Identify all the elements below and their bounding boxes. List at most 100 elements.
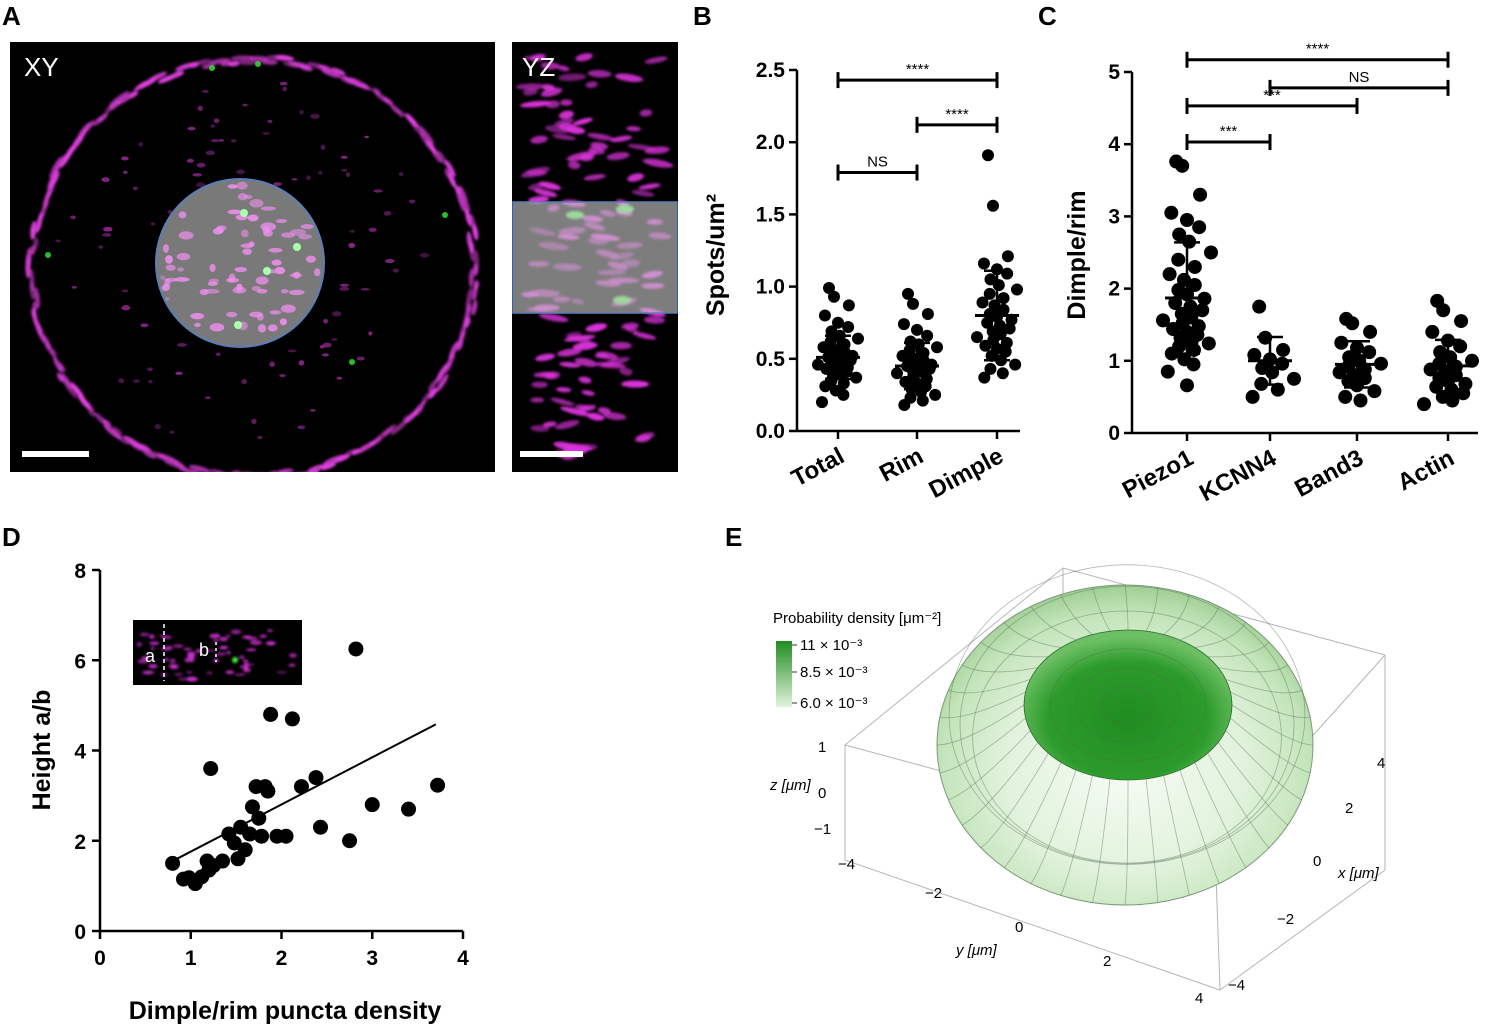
membrane-punctum [53, 155, 66, 175]
inset-streak [183, 647, 192, 651]
data-point [819, 380, 832, 393]
interior-punctum [102, 226, 113, 232]
meridian-line [961, 664, 1039, 673]
category-label: Rim [875, 442, 928, 487]
dimple-punctum [298, 234, 313, 240]
data-point [991, 263, 1003, 276]
colorbar-tick-label: 6.0 × 10⁻³ [800, 695, 868, 712]
dimple-punctum [177, 267, 185, 272]
yz-streak [566, 126, 586, 135]
panel-label-e: E [725, 522, 742, 552]
membrane-punctum [410, 121, 425, 137]
data-point [1164, 346, 1179, 361]
interior-punctum [273, 182, 282, 186]
data-point [1156, 313, 1170, 328]
data-point [1193, 187, 1208, 202]
membrane-punctum [436, 150, 447, 166]
membrane-punctum [129, 91, 139, 99]
membrane-punctum [390, 419, 409, 435]
meridian-line [1003, 762, 1062, 868]
membrane-punctum [103, 424, 122, 440]
colorbar-tick-label: 11 × 10⁻³ [800, 637, 862, 654]
interior-punctum [310, 113, 320, 119]
interior-punctum [55, 239, 61, 243]
data-point [837, 388, 850, 401]
data-point [1172, 227, 1187, 242]
y-tick-label: 0 [1015, 919, 1023, 936]
interior-punctum [409, 199, 416, 204]
yz-streak [533, 188, 558, 197]
membrane-punctum [436, 373, 449, 393]
inset-streak [195, 649, 203, 653]
y-axis-label-c: Dimple/rim [1063, 190, 1091, 319]
membrane-punctum [203, 472, 212, 479]
yz-streak [540, 62, 560, 70]
data-point [430, 777, 446, 793]
membrane-punctum [472, 224, 479, 241]
data-point [1429, 379, 1444, 394]
inset-streak [169, 658, 176, 664]
dimple-punctum [236, 181, 248, 190]
yz-streak [603, 412, 627, 421]
dimple-punctum [178, 231, 194, 240]
inset-streak [186, 654, 196, 659]
data-point [852, 332, 864, 345]
yz-streak [573, 117, 593, 126]
interior-punctum [346, 172, 351, 178]
data-point [996, 367, 1009, 380]
dimple-punctum [293, 271, 301, 279]
data-point [1417, 397, 1431, 412]
data-point [929, 388, 942, 401]
data-point [1001, 250, 1014, 263]
interior-punctum [298, 360, 305, 366]
significance-label: **** [1306, 41, 1330, 58]
dimple-contour [1049, 648, 1207, 762]
membrane-punctum [445, 160, 456, 178]
interior-punctum [340, 155, 348, 159]
interior-punctum [242, 103, 248, 107]
torus-mesh [936, 564, 1314, 906]
inset-streak [163, 645, 174, 650]
data-point [293, 779, 309, 795]
data-point [916, 394, 929, 407]
category-label: Band3 [1290, 444, 1367, 502]
membrane-punctum [431, 147, 442, 163]
meridian-line [1030, 606, 1077, 641]
data-point [911, 323, 923, 336]
dimple-punctum [240, 229, 249, 238]
interior-punctum [213, 118, 220, 124]
membrane-punctum [447, 172, 457, 188]
meridian-line [1124, 584, 1129, 631]
yz-streak [567, 161, 581, 170]
yz-streak [557, 73, 587, 81]
data-point [1353, 393, 1368, 408]
data-point [921, 329, 934, 342]
membrane-punctum [469, 244, 475, 262]
yz-streak [595, 361, 626, 369]
y-tick-label: 2 [74, 831, 86, 854]
interior-punctum [133, 186, 138, 191]
yz-streak [610, 341, 632, 350]
membrane-punctum [108, 90, 130, 107]
data-point [251, 810, 267, 826]
data-point [215, 853, 231, 869]
axis-ticks-e: 1 0 −1 4 2 0 −2 −4 −4 −2 0 2 4 [814, 739, 1385, 1007]
inset-streak [225, 634, 231, 638]
membrane-punctum [418, 125, 435, 145]
interior-punctum [319, 344, 325, 349]
z-tick-label: −1 [814, 821, 831, 838]
data-point [1204, 245, 1218, 260]
dimple-contour [1101, 685, 1155, 725]
dimple-punctum [249, 311, 264, 318]
data-point [260, 783, 276, 799]
membrane-punctum [33, 237, 39, 250]
inset-streak [230, 629, 242, 635]
yz-streak [557, 348, 582, 357]
dimple-punctum [280, 289, 289, 294]
yz-streak [545, 100, 560, 109]
data-point [979, 339, 992, 352]
interior-punctum [122, 170, 128, 175]
y-tick-label: −4 [838, 856, 855, 873]
dimple-punctum [275, 218, 288, 224]
data-point [984, 362, 997, 375]
